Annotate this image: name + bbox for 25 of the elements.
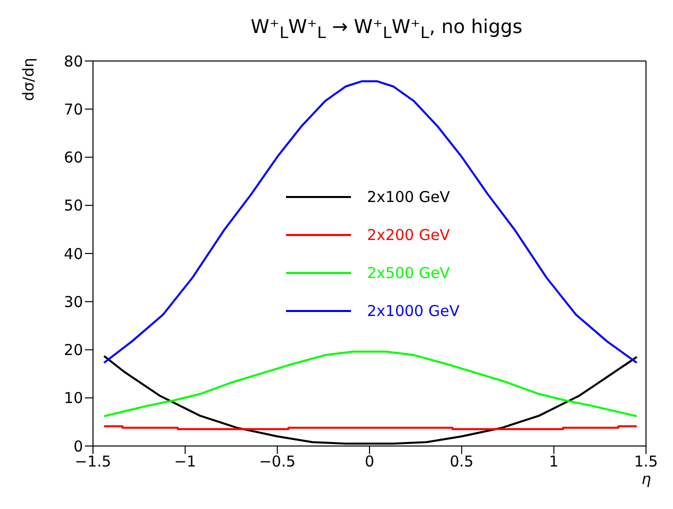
x-tick-label: −0.5 [259,452,296,471]
y-tick-label: 50 [64,196,83,215]
x-axis-title: η [641,470,651,488]
chart-title: W⁺$_{L}$W⁺$_{L}$ → W⁺$_{L}$W⁺$_{L}$, no higgs [250,16,522,42]
y-tick-label: 80 [64,52,83,70]
legend-label: 2x1000 GeV [367,302,460,320]
legend-label: 2x200 GeV [367,226,450,244]
x-tick-label: 0 [364,452,374,471]
line-series [103,80,638,364]
x-tick-label: 1 [549,452,559,471]
y-tick-label: 70 [64,100,83,118]
y-tick-label: 30 [64,292,83,311]
y-tick-label: 60 [64,148,83,167]
x-tick-label: −1.5 [74,452,112,471]
x-tick-label: 1.5 [634,452,658,471]
line-series [103,350,638,418]
x-tick-label: 0.5 [450,452,474,471]
y-tick-label: 10 [64,389,83,408]
y-tick-label: 0 [73,437,83,456]
y-tick-label: 40 [64,244,83,263]
y-axis-title: dσ/dη [20,58,38,101]
x-tick-label: −1 [174,452,196,471]
y-tick-label: 20 [64,341,83,360]
legend-label: 2x100 GeV [367,188,450,206]
legend-label: 2x500 GeV [367,264,450,282]
